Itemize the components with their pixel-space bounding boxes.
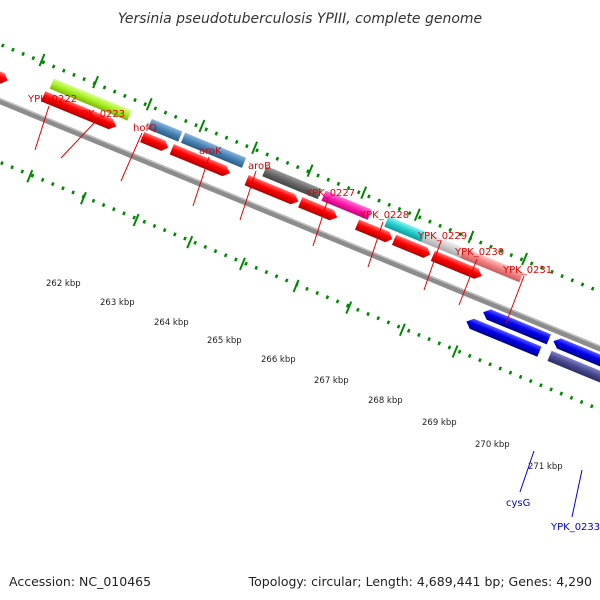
scale-label-270: 270 kbp xyxy=(475,440,510,450)
inner-major-ticks xyxy=(26,169,459,358)
outer-major-ticks xyxy=(38,53,528,266)
scale-label-267: 267 kbp xyxy=(314,376,349,386)
feature-bar-ypk0229 xyxy=(384,216,426,242)
gene-label-arob[interactable]: aroB xyxy=(248,161,271,172)
scale-label-265: 265 kbp xyxy=(207,336,242,346)
cds-arrow-ypk0230 xyxy=(391,234,431,258)
cds-arrow-arob xyxy=(169,144,231,177)
feature-bar-navy xyxy=(547,350,600,384)
scale-label-264: 264 kbp xyxy=(154,318,189,328)
genome-title: Yersinia pseudotuberculosis YPIII, compl… xyxy=(118,11,482,27)
genome-track xyxy=(0,0,600,465)
gene-label-ypk0228[interactable]: YPK_0228 xyxy=(359,210,409,221)
feature-bar-ypk0230 xyxy=(421,231,465,258)
cds-arrow-ypk0231 xyxy=(430,250,482,279)
cds-arrow-ypk0229 xyxy=(354,219,393,243)
gene-label-ypk0231[interactable]: YPK_0231 xyxy=(502,265,552,276)
feature-bar-arok xyxy=(147,118,183,142)
cds-arrow-ypk0227 xyxy=(244,175,299,205)
label-leaders xyxy=(34,105,583,518)
feature-bar-ypk0227 xyxy=(262,166,322,200)
gene-label-ypk0233[interactable]: YPK_0233 xyxy=(550,522,600,533)
gene-label-hofq[interactable]: hofQ xyxy=(133,123,157,134)
gene-label-ypk0222[interactable]: YPK_0222 xyxy=(27,94,77,105)
gene-label-arok[interactable]: aroK xyxy=(199,146,222,157)
genome-backbone xyxy=(0,19,600,407)
feature-bar-ypk0231 xyxy=(460,247,524,283)
cds-arrow-ypk0233-upper xyxy=(553,338,600,373)
feature-bars-forward xyxy=(49,78,524,283)
accession-text: Accession: NC_010465 xyxy=(9,574,151,589)
scale-label-268: 268 kbp xyxy=(368,396,403,406)
scale-label-271: 271 kbp xyxy=(528,462,563,472)
gene-label-cysg[interactable]: cysG xyxy=(506,498,530,509)
cds-arrows-forward xyxy=(0,67,482,279)
feature-bar-lime xyxy=(49,78,132,121)
gene-label-ypk0229[interactable]: YPK_0229 xyxy=(417,231,467,242)
cds-arrow-ypk0223 xyxy=(0,67,8,84)
cds-arrow-ypk0228 xyxy=(298,197,338,221)
cds-arrow-cysg xyxy=(466,318,542,357)
scale-label-269: 269 kbp xyxy=(422,418,457,428)
scale-label-263: 263 kbp xyxy=(100,298,135,308)
gene-label-ypk0227[interactable]: YPK_0227 xyxy=(305,188,355,199)
scale-label-262: 262 kbp xyxy=(46,279,81,289)
cds-arrow-arok xyxy=(140,131,169,151)
cds-arrow-cysg-upper xyxy=(483,309,551,345)
scale-label-266: 266 kbp xyxy=(261,355,296,365)
gene-labels: YPK_0222 YPK_0223 hofQ aroK aroB YPK_022… xyxy=(27,94,600,533)
feature-bar-ypk0228 xyxy=(321,190,372,220)
topology-text: Topology: circular; Length: 4,689,441 bp… xyxy=(248,574,592,589)
cds-arrows-reverse xyxy=(466,309,600,384)
gene-label-ypk0230[interactable]: YPK_0230 xyxy=(454,247,504,258)
gene-label-ypk0223[interactable]: YPK_0223 xyxy=(75,109,125,120)
scale-labels: 262 kbp 263 kbp 264 kbp 265 kbp 266 kbp … xyxy=(46,279,563,472)
feature-bar-arob xyxy=(180,132,247,168)
cds-arrow-hofq xyxy=(41,91,117,130)
